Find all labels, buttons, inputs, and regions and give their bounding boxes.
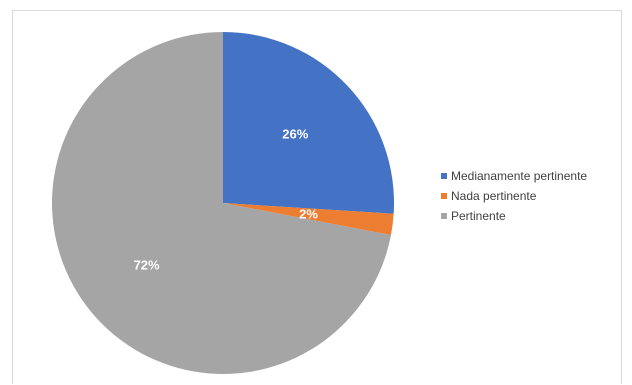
chart-legend: Medianamente pertinente Nada pertinente … [441, 166, 587, 226]
legend-label-medianamente-pertinente: Medianamente pertinente [451, 169, 588, 183]
pie-slice-pertinente [51, 32, 391, 374]
legend-swatch-pertinente [441, 213, 447, 219]
legend-item-nada-pertinente: Nada pertinente [441, 186, 587, 206]
legend-item-medianamente-pertinente: Medianamente pertinente [441, 166, 587, 186]
pie-label-nada-pertinente: 2% [299, 206, 318, 221]
legend-swatch-medianamente-pertinente [441, 173, 447, 179]
pie-label-medianamente-pertinente: 26% [282, 127, 308, 142]
pie-slice-nada-pertinente [223, 203, 394, 236]
pie-labels: 26% 2% 72% [134, 127, 319, 273]
legend-item-pertinente: Pertinente [441, 206, 587, 226]
pie-label-pertinente: 72% [134, 258, 160, 273]
legend-swatch-nada-pertinente [441, 193, 447, 199]
chart-frame [12, 10, 622, 384]
pie-slice-medianamente-pertinente [223, 32, 394, 214]
pie-slices [51, 32, 394, 374]
legend-label-pertinente: Pertinente [451, 209, 506, 223]
legend-label-nada-pertinente: Nada pertinente [451, 189, 537, 203]
